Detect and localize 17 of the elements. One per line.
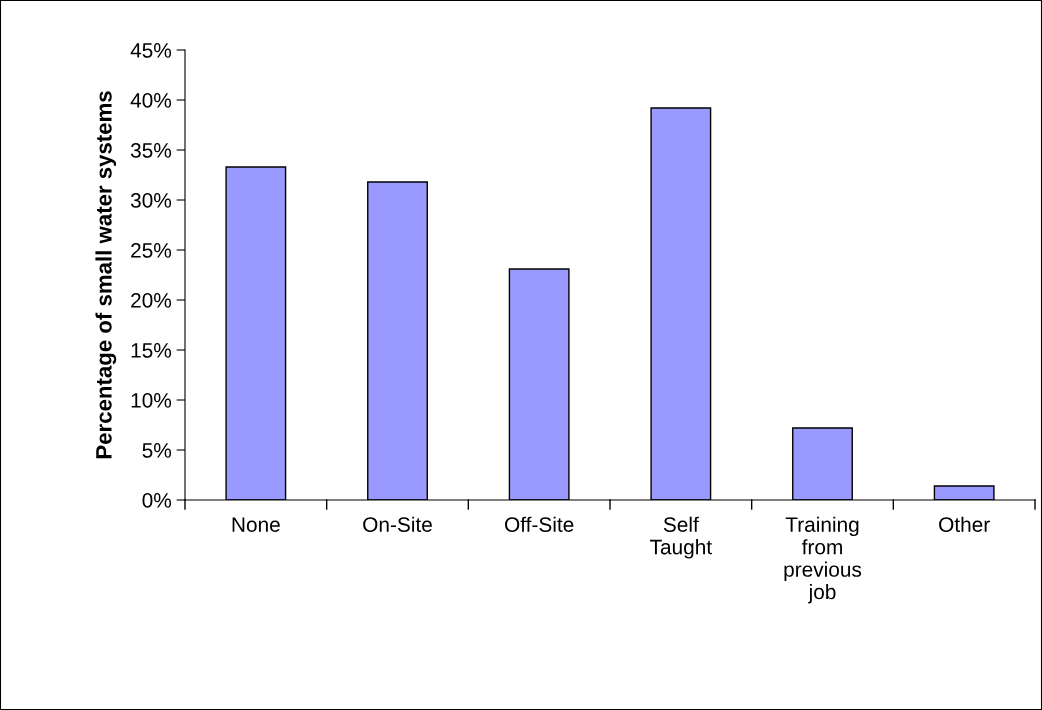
y-tick-label: 10% [131, 393, 172, 408]
y-tick-label: 35% [130, 143, 172, 158]
x-tick-label: Self Taught [650, 516, 712, 559]
y-tick-label: 15% [131, 343, 172, 358]
x-tick-label: None [232, 517, 280, 532]
y-tick-label: 5% [142, 443, 172, 458]
y-tick-label: 0% [142, 493, 172, 508]
y-tick-label: 45% [130, 43, 172, 58]
x-tick-label: Other [939, 516, 990, 532]
y-tick-label: 40% [130, 93, 172, 108]
y-tick-label: 25% [131, 243, 172, 258]
y-tick-label: 20% [131, 293, 172, 308]
x-tick-label: On-Site [363, 516, 432, 532]
y-tick-label: 30% [130, 193, 172, 208]
x-tick-label: Training from previous job [784, 516, 862, 604]
x-tick-label: Off-Site [505, 516, 574, 532]
y-axis-title: Percentage of small water systems [95, 91, 117, 459]
